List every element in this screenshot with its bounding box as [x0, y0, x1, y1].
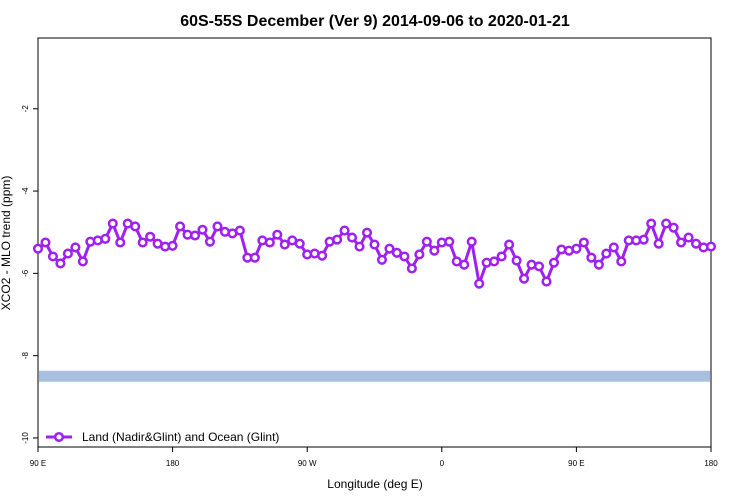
x-tick-label: 0 — [440, 459, 445, 468]
data-point — [339, 225, 350, 236]
x-axis-label: Longitude (deg E) — [327, 477, 422, 491]
data-point — [608, 242, 619, 253]
data-point — [533, 261, 545, 272]
data-point — [399, 251, 410, 262]
data-point — [40, 237, 51, 248]
data-point — [676, 237, 687, 248]
x-tick-label: 180 — [166, 459, 180, 468]
data-point — [578, 237, 589, 248]
x-tick-label: 90 E — [30, 459, 46, 468]
data-point — [466, 236, 477, 247]
y-axis-label: XCO2 - MLO trend (ppm) — [0, 176, 13, 311]
data-point — [279, 239, 290, 250]
data-point — [384, 243, 395, 254]
x-tick-label: 180 — [704, 459, 718, 468]
data-point — [586, 252, 597, 263]
x-tick-label: 90 W — [298, 459, 317, 468]
data-point — [548, 257, 560, 268]
data-point — [55, 258, 66, 269]
data-point — [70, 242, 81, 253]
data-point — [234, 225, 245, 236]
data-point — [354, 241, 365, 252]
data-point — [204, 236, 216, 247]
y-tick-label: -4 — [21, 187, 30, 195]
data-point — [661, 218, 672, 229]
data-point — [130, 221, 141, 232]
y-tick-label: -10 — [21, 432, 30, 444]
data-point — [294, 238, 305, 249]
data-point — [616, 256, 627, 267]
data-point — [489, 256, 500, 267]
data-point — [429, 245, 440, 256]
x-tick-label: 90 E — [568, 459, 584, 468]
data-point — [175, 221, 186, 232]
data-point — [272, 229, 283, 240]
data-point — [189, 230, 201, 241]
data-point — [77, 256, 88, 267]
data-point — [459, 259, 470, 270]
data-point — [668, 222, 679, 233]
data-point — [212, 221, 223, 232]
data-point — [474, 278, 485, 289]
data-point — [414, 249, 425, 260]
data-point — [369, 239, 380, 250]
data-point — [511, 255, 522, 266]
legend-marker — [53, 431, 65, 443]
y-tick-label: -8 — [21, 352, 30, 360]
data-point — [376, 254, 388, 265]
data-point — [62, 248, 73, 259]
data-point — [145, 231, 156, 242]
data-point — [167, 240, 178, 251]
data-point — [683, 232, 694, 243]
data-point — [332, 234, 343, 245]
y-tick-label: -2 — [21, 105, 30, 113]
data-point — [705, 241, 717, 252]
data-point — [601, 248, 612, 259]
data-point — [361, 227, 373, 238]
data-point — [107, 218, 118, 229]
y-tick-label: -6 — [21, 269, 30, 277]
chart-title: 60S-55S December (Ver 9) 2014-09-06 to 2… — [180, 13, 570, 30]
data-point — [115, 237, 126, 248]
data-point — [444, 236, 455, 247]
data-point — [519, 273, 530, 284]
data-point — [496, 251, 507, 262]
data-point — [646, 218, 657, 229]
data-point — [421, 236, 432, 247]
data-point — [593, 259, 604, 270]
data-point — [391, 247, 402, 258]
data-point — [541, 276, 552, 287]
legend-label: Land (Nadir&Glint) and Ocean (Glint) — [82, 430, 279, 444]
data-point — [47, 251, 59, 262]
data-point — [504, 239, 515, 250]
data-point — [638, 234, 649, 245]
data-point — [406, 263, 417, 274]
data-point — [653, 238, 664, 249]
data-point — [571, 243, 582, 254]
data-point — [317, 250, 328, 261]
data-point — [137, 237, 148, 248]
data-point — [264, 237, 275, 248]
data-point — [197, 224, 208, 235]
data-point — [32, 243, 44, 254]
data-point — [249, 252, 260, 263]
data-point — [690, 238, 702, 249]
data-point — [100, 233, 111, 244]
data-point — [347, 232, 358, 243]
